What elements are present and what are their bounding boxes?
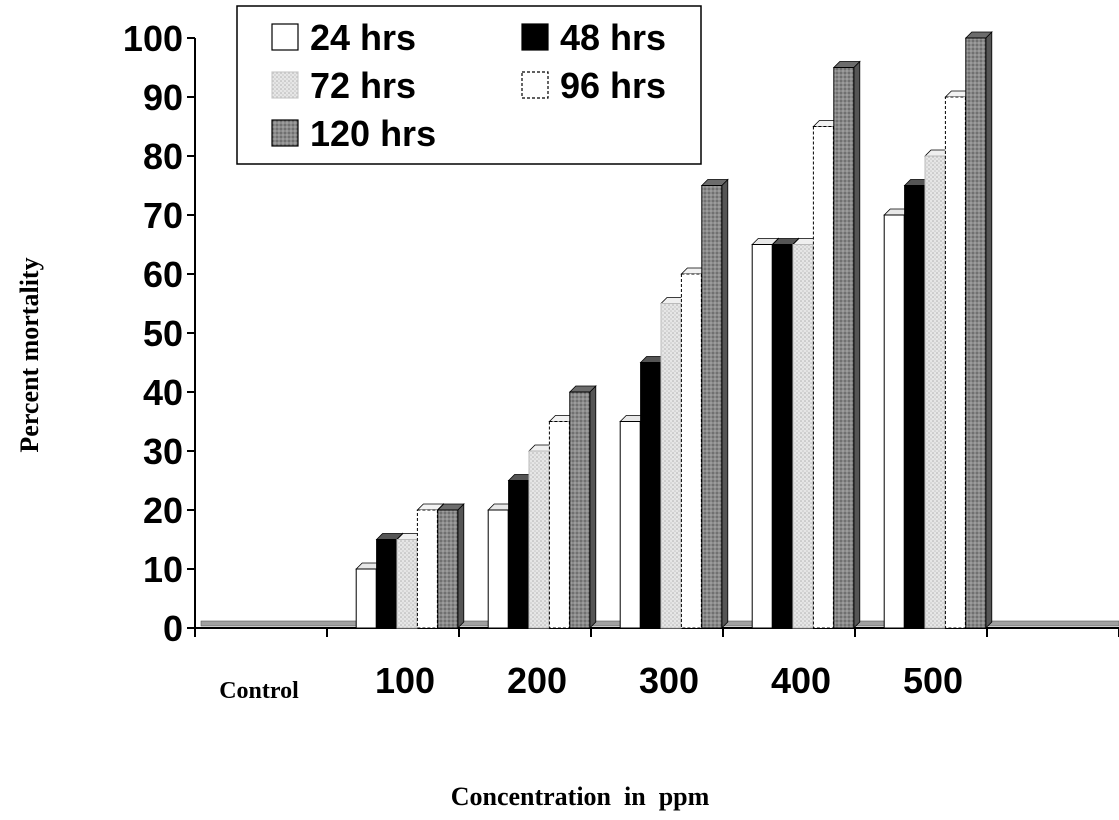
y-axis-title: Percent mortality bbox=[15, 257, 44, 452]
bar-front bbox=[396, 539, 418, 629]
bar-front bbox=[965, 37, 987, 629]
bar-120-hrs-500 bbox=[964, 31, 993, 629]
bar-front bbox=[751, 244, 773, 629]
legend-swatch bbox=[521, 71, 549, 99]
legend-swatch bbox=[271, 119, 299, 147]
bar-front bbox=[376, 539, 398, 629]
bar-front bbox=[792, 244, 814, 629]
bar-front bbox=[944, 96, 966, 629]
y-ticks: 0 10 20 30 40 50 60 70 80 90 100 bbox=[123, 18, 195, 649]
y-tick-label: 90 bbox=[143, 77, 183, 118]
bar-front bbox=[924, 155, 946, 629]
y-tick-label: 30 bbox=[143, 431, 183, 472]
y-tick-label: 10 bbox=[143, 549, 183, 590]
bar-side bbox=[853, 60, 861, 629]
legend-item: 72 hrs bbox=[271, 65, 416, 106]
x-ticks bbox=[194, 628, 1119, 637]
legend-label: 48 hrs bbox=[560, 17, 666, 58]
y-tick-label: 40 bbox=[143, 372, 183, 413]
legend-item: 48 hrs bbox=[521, 17, 666, 58]
x-tick-label: 100 bbox=[375, 660, 435, 701]
bar-side bbox=[589, 385, 597, 629]
bar-front bbox=[680, 273, 702, 629]
bar-front bbox=[508, 480, 530, 629]
legend-box bbox=[236, 5, 702, 165]
y-tick-label: 100 bbox=[123, 18, 183, 59]
legend: 24 hrs 48 hrs 72 hrs 96 hrs 120 hrs bbox=[236, 5, 702, 165]
legend-label: 96 hrs bbox=[560, 65, 666, 106]
bar-front bbox=[437, 509, 459, 629]
bar-side bbox=[457, 503, 465, 629]
x-tick-label: 300 bbox=[639, 660, 699, 701]
y-tick-label: 60 bbox=[143, 254, 183, 295]
bar-120-hrs-300 bbox=[700, 178, 729, 629]
legend-label: 24 hrs bbox=[310, 17, 416, 58]
legend-item: 24 hrs bbox=[271, 17, 416, 58]
bar-front bbox=[640, 362, 662, 629]
bar-front bbox=[701, 185, 723, 629]
legend-swatch bbox=[271, 71, 299, 99]
bar-front bbox=[416, 509, 438, 629]
y-tick-label: 70 bbox=[143, 195, 183, 236]
bar-120-hrs-400 bbox=[832, 60, 861, 629]
legend-label: 120 hrs bbox=[310, 113, 436, 154]
y-tick-label: 50 bbox=[143, 313, 183, 354]
bar-front bbox=[883, 214, 905, 629]
bar-side bbox=[721, 178, 729, 629]
x-tick-labels: Control 100 200 300 400 500 bbox=[219, 660, 963, 704]
legend-label: 72 hrs bbox=[310, 65, 416, 106]
bars bbox=[355, 31, 993, 629]
y-tick-label: 20 bbox=[143, 490, 183, 531]
x-tick-label: Control bbox=[219, 678, 299, 704]
bar-front bbox=[487, 509, 509, 629]
bar-front bbox=[812, 126, 834, 629]
bar-front bbox=[569, 391, 591, 629]
x-tick-label: 400 bbox=[771, 660, 831, 701]
bar-front bbox=[772, 244, 794, 629]
bar-front bbox=[660, 303, 682, 629]
y-tick-label: 0 bbox=[163, 608, 183, 649]
bar-front bbox=[619, 421, 641, 629]
bar-side bbox=[985, 31, 993, 629]
y-tick-label: 80 bbox=[143, 136, 183, 177]
bar-120-hrs-100 bbox=[436, 503, 465, 629]
x-tick-label: 500 bbox=[903, 660, 963, 701]
x-axis-title: Concentration in ppm bbox=[451, 782, 710, 811]
bar-front bbox=[528, 450, 550, 629]
bar-front bbox=[548, 421, 570, 629]
bar-120-hrs-200 bbox=[568, 385, 597, 629]
x-tick-label: 200 bbox=[507, 660, 567, 701]
legend-swatch bbox=[271, 23, 299, 51]
legend-swatch bbox=[521, 23, 549, 51]
bar-front bbox=[833, 67, 855, 629]
bar-front bbox=[355, 568, 377, 629]
bar-front bbox=[904, 185, 926, 629]
legend-item: 120 hrs bbox=[271, 113, 436, 154]
legend-item: 96 hrs bbox=[521, 65, 666, 106]
